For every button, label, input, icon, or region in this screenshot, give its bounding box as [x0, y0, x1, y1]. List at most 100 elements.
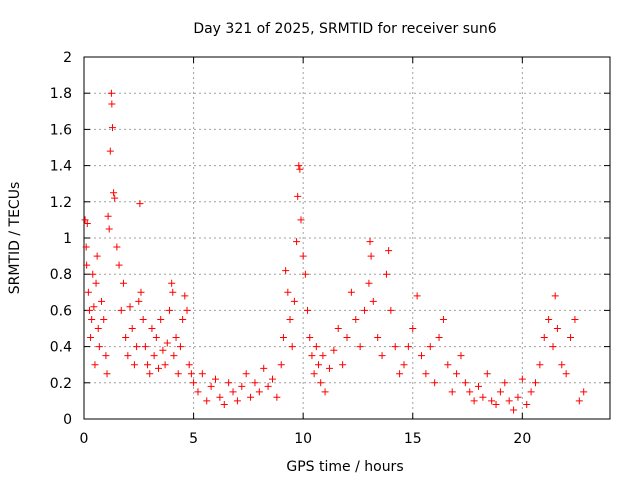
- data-point: [113, 243, 121, 251]
- y-tick-label: 1.6: [50, 122, 72, 138]
- data-point: [296, 165, 304, 173]
- data-point: [321, 388, 329, 396]
- data-point: [330, 346, 338, 354]
- data-point: [187, 370, 195, 378]
- data-point: [90, 303, 98, 311]
- data-point: [396, 370, 404, 378]
- data-point: [501, 379, 509, 387]
- data-point: [374, 334, 382, 342]
- data-point: [135, 297, 143, 305]
- data-point: [106, 147, 114, 155]
- data-point: [92, 279, 100, 287]
- data-point: [514, 393, 522, 401]
- data-point: [128, 325, 136, 332]
- data-point: [461, 379, 469, 387]
- data-point: [339, 361, 347, 369]
- data-point: [88, 315, 96, 323]
- x-tick-label: 10: [294, 431, 312, 447]
- data-point: [100, 315, 108, 323]
- data-point: [172, 334, 180, 342]
- data-point: [352, 315, 360, 323]
- data-point: [273, 393, 281, 401]
- x-tick-label: 0: [80, 431, 89, 447]
- data-point: [126, 303, 134, 311]
- data-point: [115, 261, 123, 269]
- data-point: [575, 397, 583, 405]
- data-point: [431, 379, 439, 387]
- data-point: [81, 216, 89, 224]
- data-point: [247, 393, 255, 401]
- data-point: [361, 306, 369, 314]
- data-point: [229, 388, 237, 396]
- data-point: [369, 297, 377, 305]
- data-point: [347, 288, 355, 296]
- data-point: [404, 343, 412, 351]
- data-point: [108, 100, 116, 108]
- data-point: [194, 388, 202, 396]
- data-point: [378, 352, 386, 360]
- plot-frame: [83, 56, 611, 420]
- data-point: [297, 216, 305, 224]
- data-point: [293, 238, 301, 246]
- data-point: [387, 306, 395, 314]
- data-point: [536, 361, 544, 369]
- data-point: [426, 343, 434, 351]
- y-tick-label: 0.4: [50, 340, 72, 356]
- data-point: [146, 370, 154, 378]
- gridlines: [84, 57, 610, 419]
- data-point: [157, 315, 165, 323]
- data-point: [282, 267, 290, 275]
- data-point: [453, 370, 461, 378]
- data-point: [165, 306, 173, 314]
- data-point: [238, 382, 246, 390]
- y-tick-label: 1.8: [50, 86, 72, 102]
- data-point: [212, 375, 219, 383]
- data-point: [288, 343, 296, 351]
- data-point: [366, 238, 374, 246]
- data-point: [85, 306, 93, 314]
- y-tick-label: 0.2: [50, 376, 72, 392]
- x-tick-label: 15: [404, 431, 422, 447]
- data-point: [242, 370, 250, 378]
- data-point: [367, 252, 375, 260]
- data-point: [343, 334, 351, 342]
- data-point: [198, 370, 206, 378]
- data-point: [89, 270, 97, 278]
- data-point: [181, 292, 189, 300]
- data-point: [152, 334, 160, 342]
- data-point: [161, 361, 169, 369]
- data-point: [312, 343, 320, 351]
- data-point: [319, 352, 327, 360]
- y-tick-label: 0.6: [50, 303, 72, 319]
- data-point: [510, 406, 518, 414]
- data-point: [251, 379, 259, 387]
- data-point: [207, 382, 215, 390]
- data-point: [356, 343, 364, 351]
- data-points: [81, 89, 588, 414]
- y-tick-label: 0: [63, 412, 72, 428]
- data-point: [107, 89, 115, 97]
- data-point: [540, 334, 548, 342]
- data-point: [409, 325, 417, 332]
- data-point: [549, 343, 557, 351]
- y-axis-label: SRMTID / TECUs: [7, 182, 23, 295]
- data-point: [580, 388, 588, 396]
- data-point: [470, 397, 478, 405]
- y-tick-label: 1: [63, 231, 72, 247]
- data-point: [183, 306, 191, 314]
- data-point: [91, 361, 99, 369]
- data-point: [104, 212, 112, 220]
- data-point: [294, 192, 302, 200]
- y-tick-label: 0.8: [50, 267, 72, 283]
- data-point: [159, 346, 167, 354]
- data-point: [95, 343, 103, 351]
- data-point: [492, 401, 500, 409]
- data-point: [391, 343, 399, 351]
- x-tick-label: 20: [513, 431, 531, 447]
- tick-labels: 00.20.40.60.811.21.41.61.820 5 10 15 20: [50, 50, 532, 447]
- data-point: [483, 370, 491, 378]
- data-point: [435, 334, 443, 342]
- data-point: [422, 370, 430, 378]
- y-tick-label: 1.4: [50, 159, 72, 175]
